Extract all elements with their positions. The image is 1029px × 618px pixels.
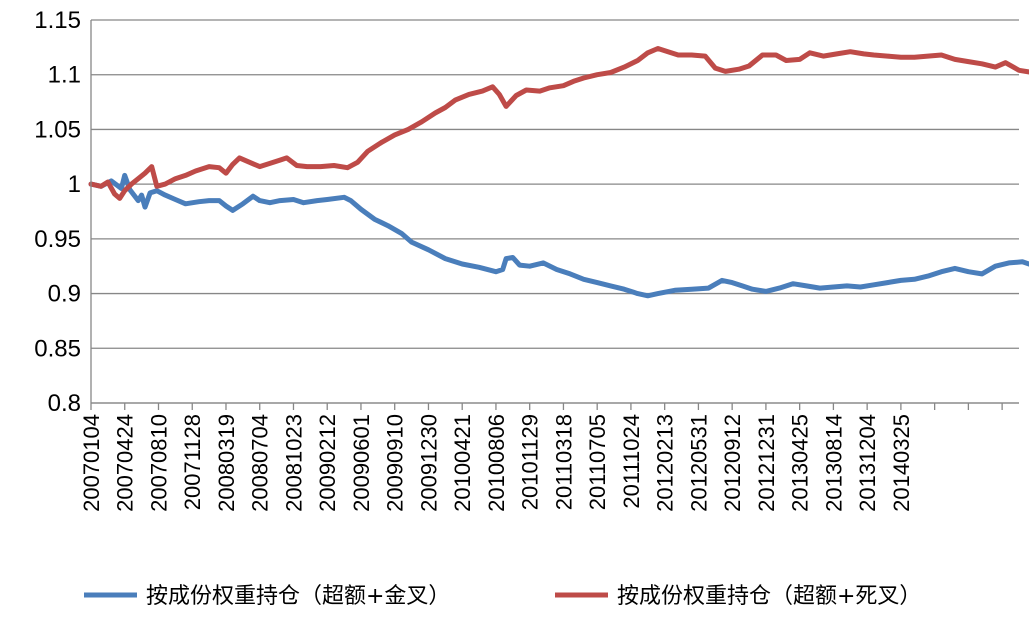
y-tick-label: 1 — [68, 171, 81, 198]
series-line-1 — [88, 172, 1029, 299]
x-tick-label: 20080704 — [248, 414, 273, 512]
y-tick-label: 0.85 — [34, 335, 81, 362]
y-tick-label: 1.05 — [34, 116, 81, 143]
x-tick-label: 20090212 — [315, 414, 340, 512]
x-tick-label: 20140325 — [889, 414, 914, 512]
x-tick-label: 20130425 — [788, 414, 813, 512]
x-tick-label: 20111024 — [619, 414, 644, 509]
x-tick-label: 20080319 — [214, 414, 239, 512]
x-tick-label: 20110318 — [551, 414, 576, 510]
x-tick-label: 20070104 — [79, 414, 104, 512]
x-tick-label: 20110705 — [585, 414, 610, 510]
x-tick-label: 20130814 — [821, 414, 846, 512]
x-tick-label: 20070424 — [113, 414, 138, 512]
x-tick-label: 20131204 — [855, 414, 880, 512]
x-tick-label: 20090601 — [349, 414, 374, 512]
legend: 按成份权重持仓（超额+金叉） 按成份权重持仓（超额+死叉） — [84, 584, 921, 609]
x-tick-label: 20070810 — [146, 414, 171, 512]
x-tick-label: 20120531 — [686, 414, 711, 512]
x-tick-label: 20120213 — [653, 414, 678, 512]
series-line-2 — [88, 46, 1029, 201]
y-tick-label: 0.95 — [34, 226, 81, 253]
grid-lines — [91, 19, 1019, 404]
x-tick-label: 20071128 — [180, 414, 205, 510]
y-tick-label: 0.8 — [48, 390, 81, 417]
y-tick-label: 1.15 — [34, 7, 81, 34]
y-tick-label: 0.9 — [48, 281, 81, 308]
x-tick-label: 20090910 — [383, 414, 408, 512]
x-tick-label: 20120912 — [720, 414, 745, 512]
x-tick-label: 20100421 — [450, 414, 475, 512]
x-tick-label: 20101129 — [518, 414, 543, 510]
x-tick-label: 20100806 — [484, 414, 509, 512]
x-tick-label: 20121231 — [754, 414, 779, 512]
legend-label-2: 按成份权重持仓（超额+死叉） — [617, 584, 921, 609]
axes: 0.8 0.85 0.9 0.95 1 1.05 1.1 1.15 20070104 200704… — [34, 7, 1019, 512]
legend-label-1: 按成份权重持仓（超额+金叉） — [146, 584, 450, 609]
x-tick-label: 20091230 — [416, 414, 441, 512]
y-tick-label: 1.1 — [48, 62, 81, 89]
x-tick-label: 20081023 — [281, 414, 306, 512]
series-lines — [88, 46, 1029, 299]
